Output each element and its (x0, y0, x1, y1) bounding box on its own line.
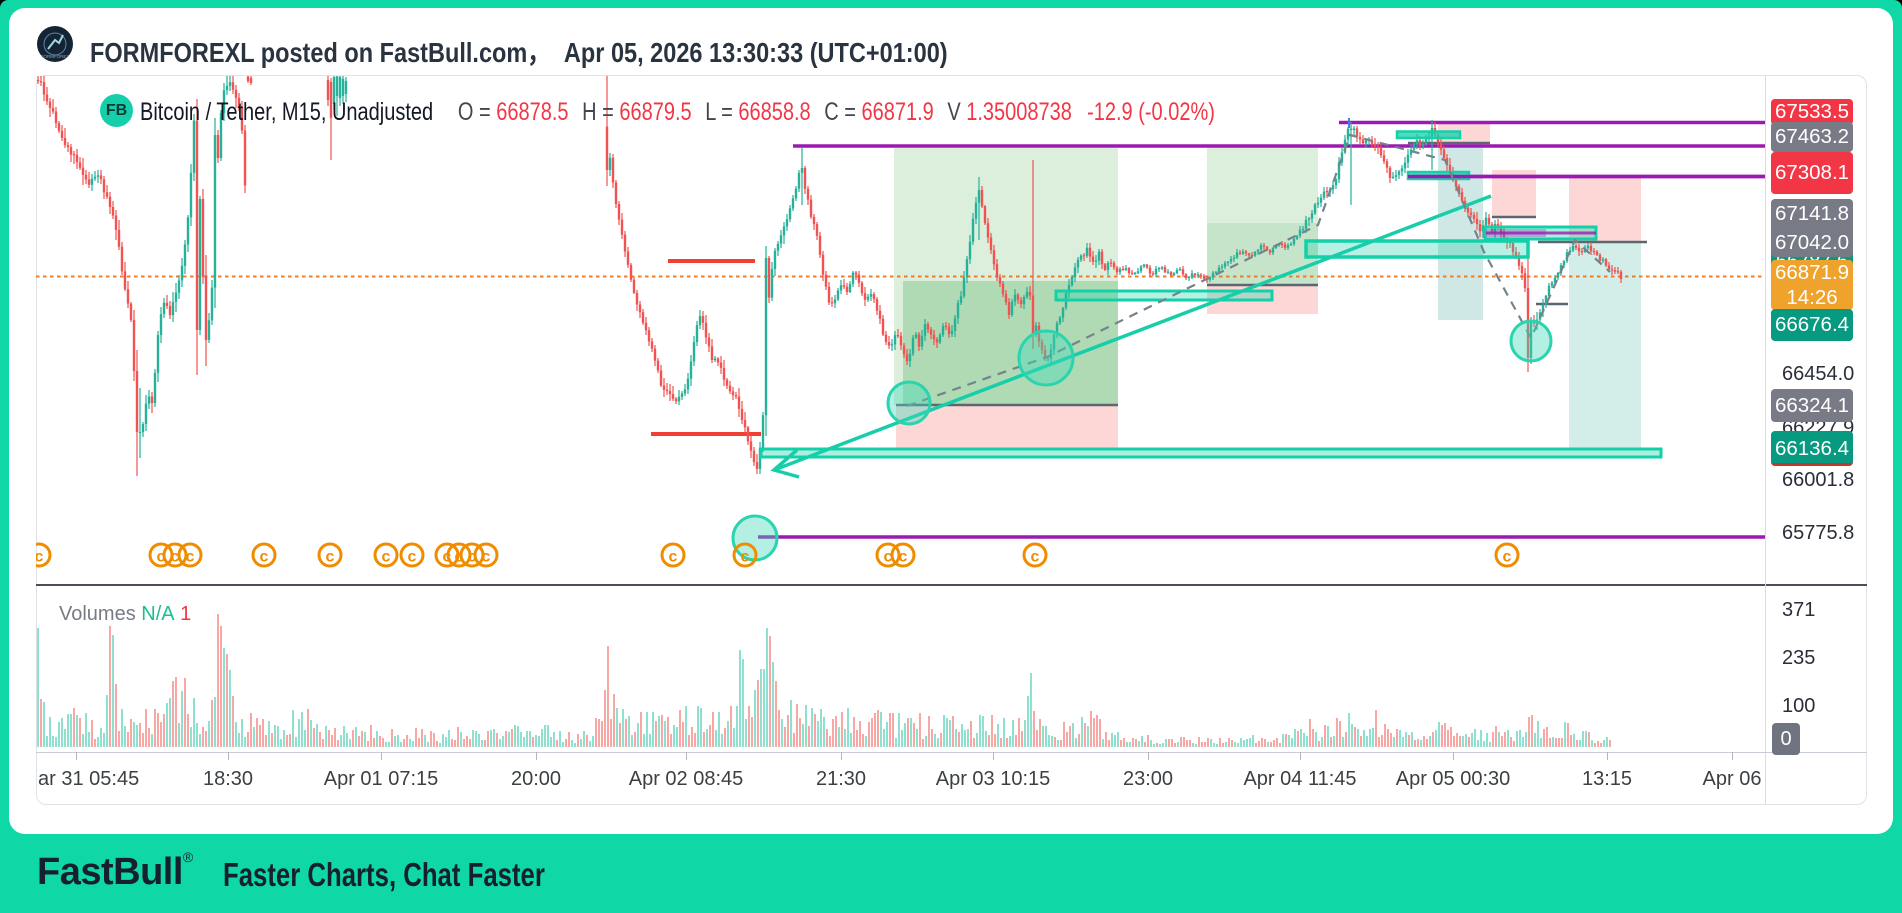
svg-text:c: c (1503, 549, 1512, 566)
svg-text:c: c (186, 549, 195, 566)
svg-text:c: c (382, 549, 391, 566)
svg-text:c: c (171, 549, 180, 566)
svg-text:c: c (455, 549, 464, 566)
svg-text:c: c (482, 549, 491, 566)
svg-text:c: c (260, 549, 269, 566)
svg-text:c: c (326, 549, 335, 566)
svg-text:c: c (884, 549, 893, 566)
svg-text:c: c (36, 549, 44, 566)
svg-text:c: c (157, 549, 166, 566)
svg-text:c: c (408, 549, 417, 566)
svg-text:c: c (899, 549, 908, 566)
svg-text:c: c (741, 549, 750, 566)
svg-text:FORMFOREX: FORMFOREX (41, 54, 70, 59)
svg-text:c: c (669, 549, 678, 566)
svg-text:c: c (1031, 549, 1040, 566)
svg-text:c: c (468, 549, 477, 566)
